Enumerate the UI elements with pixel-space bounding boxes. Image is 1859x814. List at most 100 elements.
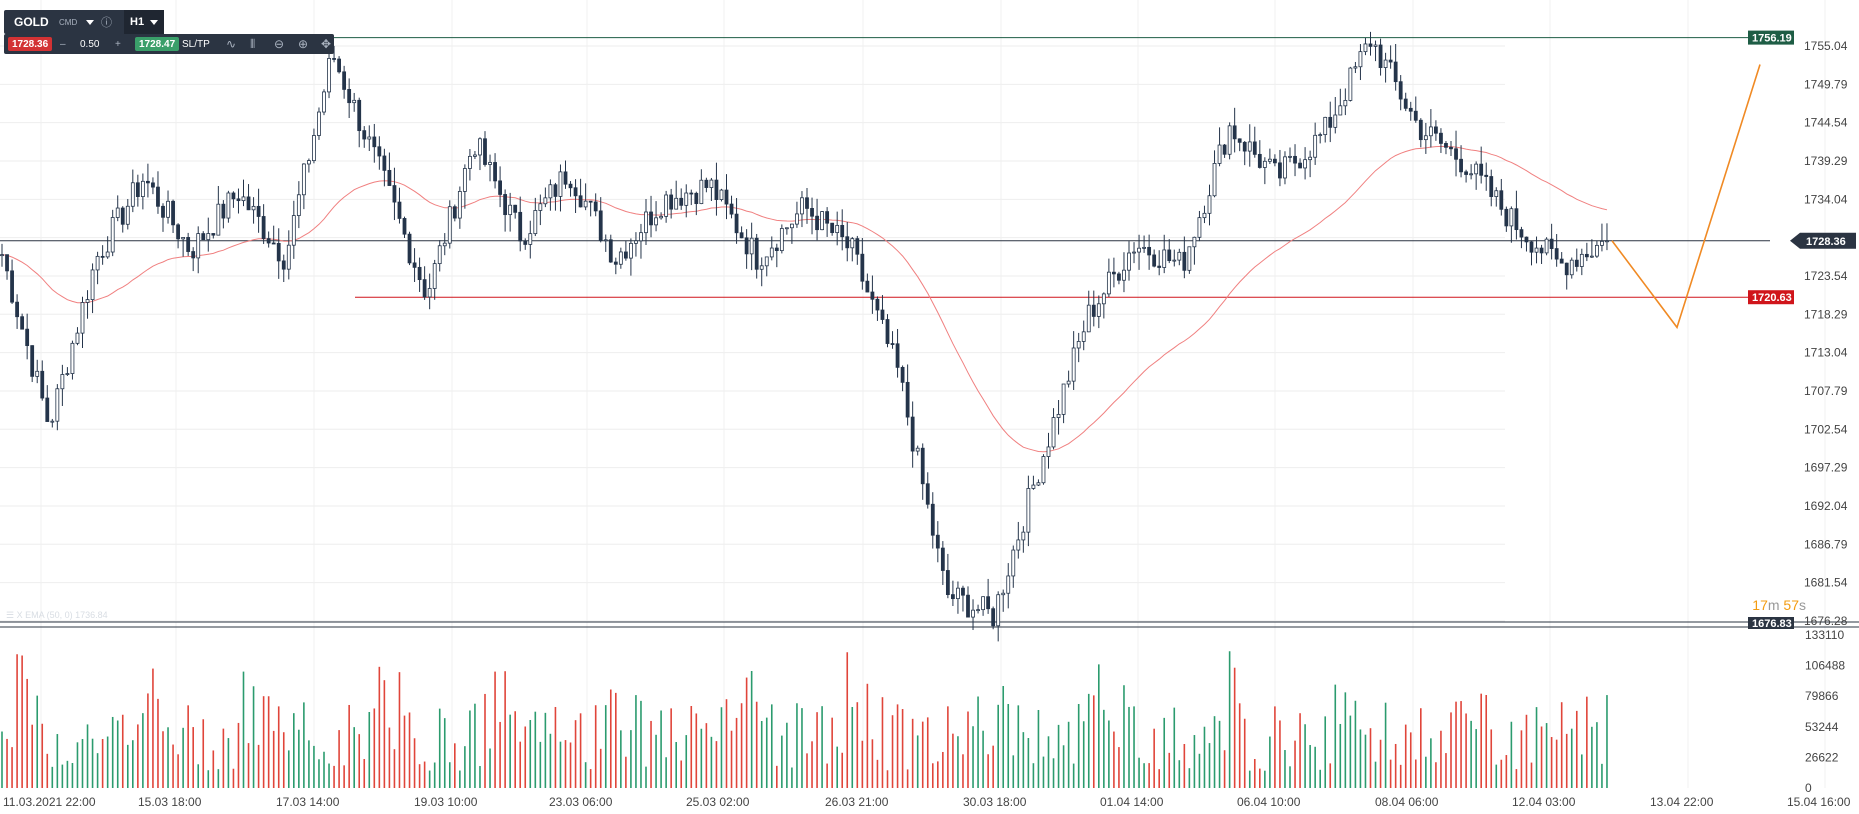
time-axis: 11.03.2021 22:00 15.03 18:00 17.03 14:00 19… — [3, 795, 1851, 809]
candle-countdown: 17m 57s — [1752, 597, 1806, 613]
candle-body — [1383, 59, 1388, 68]
candle-body — [191, 251, 196, 259]
candle-body — [1031, 484, 1036, 489]
candle-body — [286, 244, 291, 270]
candle-body — [935, 534, 940, 549]
bid-button[interactable]: 1728.36 — [8, 37, 53, 51]
candle-body — [744, 237, 749, 255]
candle-body — [10, 270, 14, 303]
sltp-button[interactable]: SL/TP — [182, 38, 210, 50]
projection-line[interactable] — [1611, 64, 1761, 330]
zoom-in-icon[interactable]: ⊕ — [298, 37, 309, 51]
candle-body — [915, 447, 920, 452]
candle-body — [518, 211, 523, 242]
ask-button[interactable]: 1728.47 — [135, 37, 180, 51]
horizontal-lines[interactable] — [0, 37, 1770, 298]
candle-body — [1016, 539, 1021, 551]
projection-path[interactable] — [1611, 64, 1761, 330]
candle-body — [166, 200, 170, 218]
candle-body — [1418, 119, 1423, 141]
candle-body — [75, 332, 80, 344]
candle-body — [754, 237, 759, 270]
candle-body — [342, 71, 347, 90]
candle-body — [815, 215, 819, 231]
candle-body — [1222, 144, 1227, 155]
candle-body — [578, 195, 583, 208]
candle-body — [1021, 531, 1026, 541]
candle-body — [548, 184, 553, 199]
candle-body — [795, 213, 799, 225]
candle-body — [437, 245, 442, 265]
candle-body — [427, 288, 432, 298]
timeframe-select[interactable]: H1 — [124, 10, 165, 34]
chart-type-icon[interactable]: ⦀ — [250, 36, 256, 51]
candle-body — [322, 91, 326, 113]
candle-body — [1605, 240, 1609, 243]
candle-body — [417, 266, 422, 281]
price-tick-label: 1718.29 — [1804, 307, 1848, 321]
candle-body — [407, 233, 412, 264]
price-tick-label: 1734.04 — [1804, 192, 1848, 206]
candle-body — [457, 191, 462, 219]
candle-body — [1298, 162, 1302, 169]
candle-body — [503, 194, 508, 216]
candle-body — [276, 242, 281, 262]
candle-body — [468, 155, 472, 169]
candle-body — [447, 206, 452, 244]
candle-body — [639, 232, 643, 242]
candle-body — [1318, 134, 1323, 137]
symbol-dropdown-icon[interactable] — [86, 10, 94, 34]
candle-body — [1076, 341, 1081, 349]
zoom-out-icon[interactable]: ⊖ — [274, 37, 285, 51]
candle-body — [1595, 244, 1599, 257]
candle-body — [714, 179, 719, 200]
candle-body — [709, 179, 714, 188]
candle-body — [1152, 254, 1157, 267]
candle-body — [1117, 273, 1121, 281]
candle-body — [387, 169, 392, 186]
candle-body — [618, 251, 623, 265]
volume-increase-button[interactable]: + — [115, 38, 121, 50]
candle-body — [251, 205, 256, 211]
crosshair-icon[interactable]: ✥ — [321, 37, 332, 51]
candle-body — [1459, 158, 1463, 173]
candle-body — [1242, 141, 1247, 152]
timer-m: m — [1767, 597, 1780, 613]
candle-body — [1388, 59, 1393, 63]
candle-body — [1273, 158, 1277, 164]
candle-body — [186, 237, 191, 252]
candle-body — [1177, 251, 1182, 261]
price-tick-label: 1723.54 — [1804, 269, 1848, 283]
candle-body — [830, 222, 835, 234]
volume-bars — [1, 651, 1608, 788]
candle-body — [1363, 43, 1368, 53]
candle-body — [412, 262, 417, 268]
volume-decrease-button[interactable]: – — [60, 38, 66, 50]
symbol-name[interactable]: GOLD — [14, 15, 49, 29]
candle-body — [981, 596, 985, 611]
candle-body — [196, 233, 201, 259]
candle-body — [1096, 303, 1101, 317]
candle-body — [996, 594, 1001, 627]
indicator-icon[interactable]: ∿ — [226, 37, 237, 51]
candle-body — [261, 216, 266, 239]
candle-body — [533, 210, 538, 235]
candle-body — [1474, 163, 1479, 175]
candle-body — [1288, 155, 1292, 158]
candle-body — [1252, 141, 1257, 155]
ema-indicator-label[interactable]: ☰ X EMA (50, 0) 1736.84 — [6, 610, 108, 620]
candle-body — [337, 58, 341, 73]
trade-toolbar: 1728.36 – 0.50 + 1728.47 SL/TP ∿ ⦀ ⊖ ⊕ ✥ — [4, 34, 334, 54]
candle-body — [1403, 98, 1408, 109]
candle-body — [1197, 217, 1202, 238]
candle-body — [317, 111, 321, 136]
info-icon[interactable]: ⓘ — [101, 17, 112, 29]
candle-body — [25, 328, 30, 347]
candle-body — [1132, 251, 1136, 254]
volume-value[interactable]: 0.50 — [80, 38, 100, 50]
candle-body — [1333, 114, 1338, 128]
candle-body — [1554, 248, 1559, 260]
candle-body — [835, 224, 840, 234]
candle-body — [100, 255, 105, 258]
